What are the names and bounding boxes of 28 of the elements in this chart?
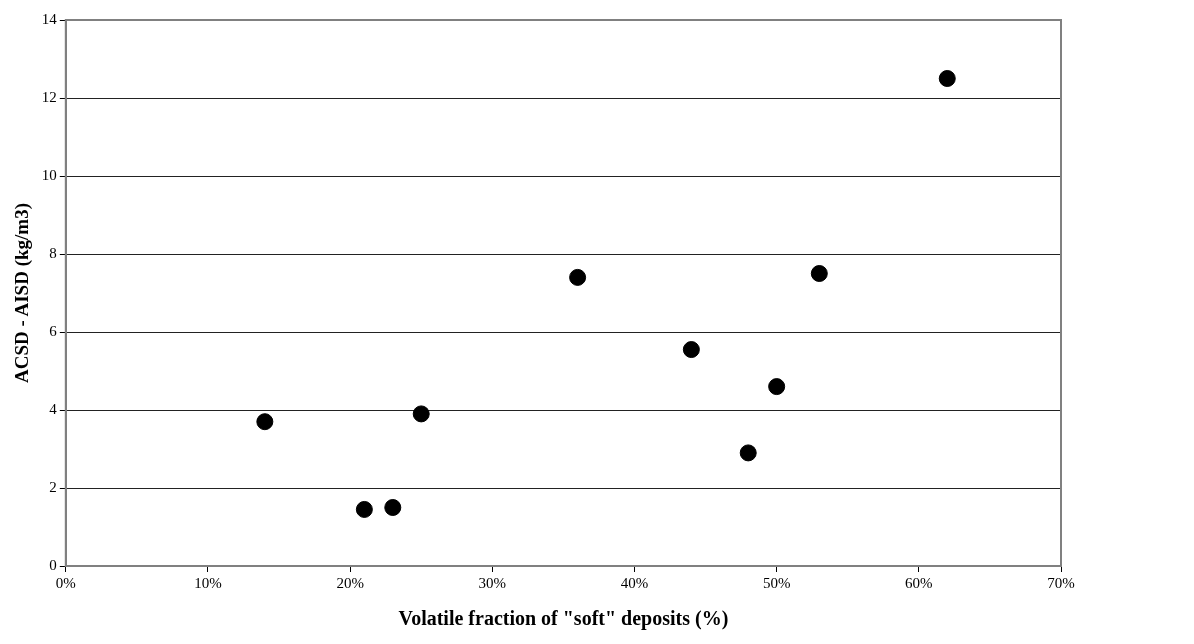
x-tick-label: 20% (336, 574, 364, 591)
y-tick-label: 0 (49, 556, 57, 573)
point (412, 405, 430, 423)
x-tick-label: 10% (194, 574, 222, 591)
y-tick-label: 4 (49, 400, 58, 417)
y-tick-label: 14 (41, 10, 58, 27)
x-tick-label: 0% (55, 574, 76, 591)
y-axis-title: ACSD - AISD (kg/m3) (11, 203, 34, 383)
y-tick-label: 8 (49, 244, 57, 261)
x-tick-label: 70% (1047, 574, 1075, 591)
point (810, 265, 828, 282)
point (384, 499, 402, 516)
y-tick-label: 10 (41, 166, 57, 183)
y-tick-label: 12 (41, 88, 57, 105)
y-tick-label: 2 (49, 478, 57, 495)
x-tick-label: 60% (905, 574, 933, 591)
point (739, 444, 757, 462)
point (569, 268, 587, 286)
point (682, 341, 700, 359)
x-tick-label: 30% (478, 574, 507, 591)
point (768, 378, 786, 396)
y-tick-label: 6 (49, 322, 58, 339)
point (256, 413, 274, 431)
x-tick-label: 40% (620, 574, 649, 591)
point (938, 70, 956, 87)
x-tick-label: 50% (762, 574, 791, 591)
point (355, 500, 373, 518)
x-axis-title: Volatile fraction of "soft" deposits (%) (398, 607, 729, 631)
